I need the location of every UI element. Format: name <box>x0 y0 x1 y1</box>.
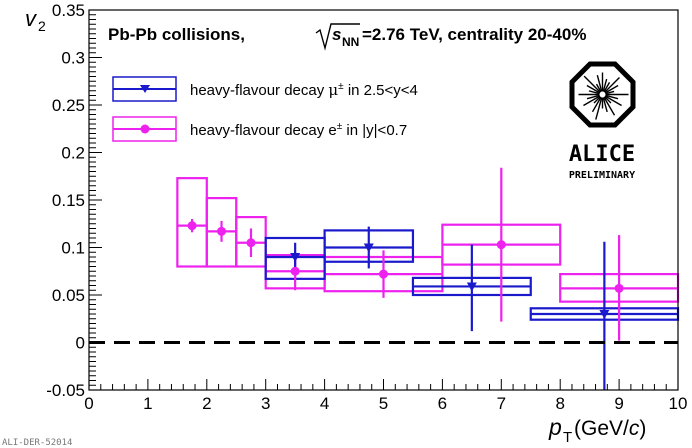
title-sqrt-subscript: NN <box>342 35 359 49</box>
y-tick-label-6: 0.25 <box>52 96 85 115</box>
alice-logo-spoke-14 <box>586 84 601 94</box>
y-tick-label-3: 0.1 <box>61 239 85 258</box>
alice-logo-spoke-16 <box>595 83 602 93</box>
sqrt-sign-icon <box>315 23 360 51</box>
legend-muon-marker <box>140 85 150 93</box>
x-tick-label-7: 7 <box>497 394 506 413</box>
y-tick-label-4: 0.15 <box>52 191 85 210</box>
alice-logo-icon <box>569 61 636 128</box>
electron-point-4 <box>379 269 388 279</box>
alice-logo-spoke-13 <box>588 90 600 95</box>
alice-logo-spoke-4 <box>603 96 616 116</box>
legend-entry-electron: heavy-flavour decay e± in |y|<0.7 <box>112 116 407 142</box>
legend-entry-muon: heavy-flavour decay μ± in 2.5<y<4 <box>112 76 418 102</box>
electron-point-2 <box>246 238 256 248</box>
alice-logo-spoke-20 <box>603 82 611 93</box>
alice-logo-name: ALICE <box>569 142 635 167</box>
x-tick-label-0: 0 <box>84 394 93 413</box>
chart-title: Pb-Pb collisions, <box>108 25 245 44</box>
alice-logo-spoke-7 <box>595 97 603 120</box>
x-axis-subscript: T <box>563 429 572 446</box>
electron-point-0 <box>187 221 197 231</box>
x-tick-label-10: 10 <box>669 394 688 413</box>
legend-muon-label: heavy-flavour decay μ± in 2.5<y<4 <box>190 81 418 99</box>
x-tick-label-2: 2 <box>202 394 211 413</box>
x-axis-symbol: p <box>548 414 562 440</box>
x-axis-title: p T (GeV/c) <box>548 414 646 446</box>
x-tick-label-4: 4 <box>320 394 329 413</box>
alice-logo-spoke-11 <box>586 94 600 100</box>
alice-logo-spoke-15 <box>583 75 601 93</box>
x-tick-label-1: 1 <box>143 394 152 413</box>
footer-tag: ALI-DER-52014 <box>2 438 72 448</box>
muon-point-3 <box>599 310 610 319</box>
alice-logo-spoke-3 <box>604 96 612 104</box>
alice-logo: ALICE PRELIMINARY <box>569 61 636 181</box>
axis-ticks <box>88 9 679 391</box>
alice-logo-spoke-19 <box>602 78 608 92</box>
alice-logo-spoke-10 <box>583 95 601 107</box>
x-tick-label-6: 6 <box>438 394 447 413</box>
alice-logo-spoke-23 <box>605 90 615 95</box>
electron-point-3 <box>290 266 300 276</box>
electron-point-1 <box>217 226 227 236</box>
title-sqrt-symbol: s <box>332 25 341 44</box>
muon-point-0 <box>290 253 301 262</box>
legend-electron-marker <box>140 124 150 134</box>
y-tick-label-1: 0 <box>76 334 85 353</box>
muon-point-1 <box>363 243 374 253</box>
alice-logo-spoke-17 <box>596 75 603 92</box>
alice-logo-spoke-1 <box>605 94 619 100</box>
legend: heavy-flavour decay μ± in 2.5<y<4 heavy-… <box>112 76 418 142</box>
x-tick-label-3: 3 <box>261 394 270 413</box>
x-tick-label-5: 5 <box>379 394 388 413</box>
y-axis-title: v 2 <box>25 6 46 34</box>
legend-electron-label: heavy-flavour decay e± in |y|<0.7 <box>190 121 407 139</box>
alice-logo-spoke-21 <box>604 77 620 93</box>
x-tick-label-9: 9 <box>614 394 623 413</box>
y-tick-label-2: 0.05 <box>52 286 85 305</box>
x-tick-label-8: 8 <box>555 394 564 413</box>
title-energy: s NN =2.76 TeV, centrality 20-40% <box>315 23 586 51</box>
y-tick-label-5: 0.2 <box>61 144 85 163</box>
title-suffix: =2.76 TeV, centrality 20-40% <box>362 25 586 44</box>
y-tick-label-8: 0.35 <box>52 1 85 20</box>
tick-labels: 0 1 2 3 4 5 6 7 8 9 10-0.0500.050.10.150.20.250.30… <box>46 1 687 413</box>
y-axis-symbol: v <box>25 6 38 31</box>
title-prefix: Pb-Pb collisions, <box>108 25 245 44</box>
y-axis-subscript: 2 <box>38 18 46 34</box>
muon-point-2 <box>466 282 477 292</box>
alice-logo-spoke-9 <box>593 96 601 104</box>
alice-logo-spoke-22 <box>604 84 619 94</box>
y-tick-label-0: -0.05 <box>46 381 85 400</box>
y-tick-label-7: 0.3 <box>61 49 85 68</box>
x-axis-unit: (GeV/c) <box>574 417 646 440</box>
alice-logo-spoke-8 <box>591 96 602 113</box>
electron-point-6 <box>614 283 624 293</box>
alice-logo-spoke-5 <box>602 97 608 113</box>
electron-point-5 <box>496 240 506 250</box>
alice-logo-spoke-2 <box>604 95 622 107</box>
data-markers <box>187 221 624 319</box>
alice-logo-status: PRELIMINARY <box>569 170 635 181</box>
